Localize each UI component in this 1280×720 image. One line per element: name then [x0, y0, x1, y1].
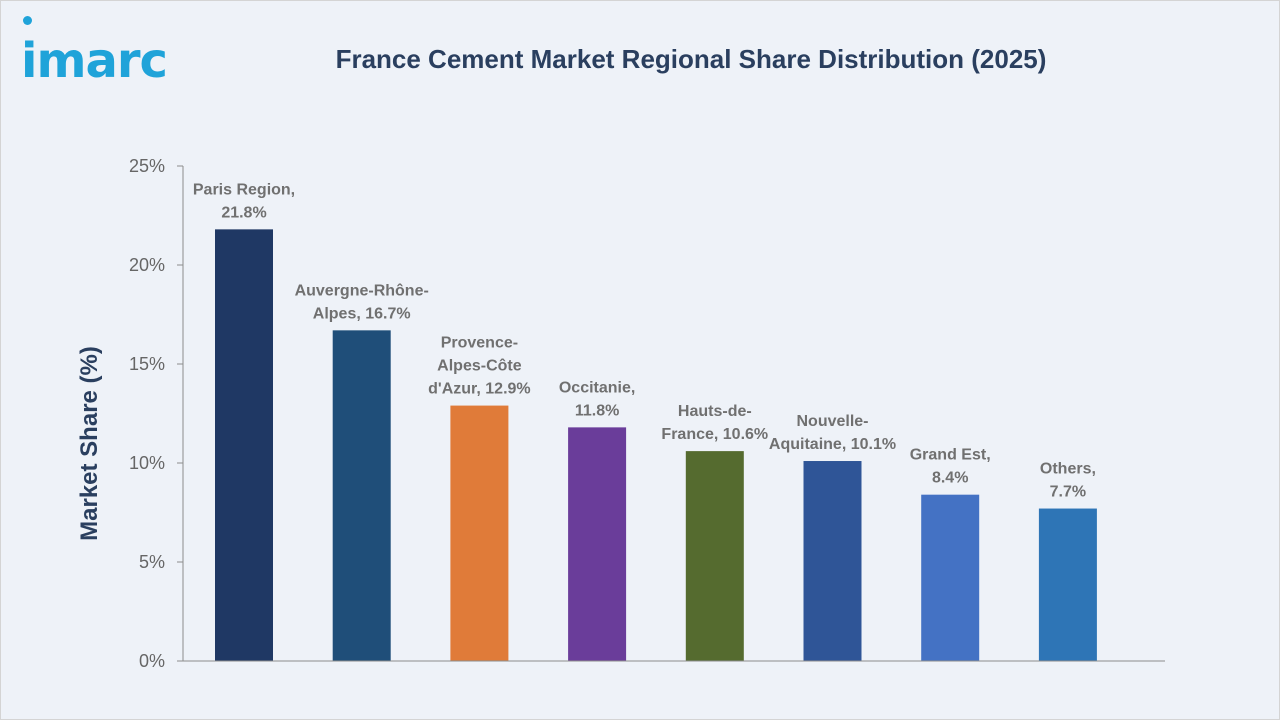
y-tick-label: 10% — [129, 453, 165, 473]
y-tick-label: 0% — [139, 651, 165, 671]
bar-3 — [450, 405, 509, 661]
y-axis-title: Market Share (%) — [76, 346, 103, 541]
y-tick-label: 20% — [129, 255, 165, 275]
y-tick-label: 25% — [129, 156, 165, 176]
data-label-6: Nouvelle-Aquitaine, 10.1% — [769, 413, 896, 453]
bar-5 — [685, 451, 744, 661]
bar-1 — [215, 229, 273, 662]
logo-dot — [23, 16, 32, 25]
bar-8 — [1038, 508, 1097, 661]
data-label-4: Occitanie, 11.8% — [559, 379, 635, 419]
data-label-8: Others, 7.7% — [1040, 461, 1096, 501]
data-label-5: Hauts-de-France, 10.6% — [661, 403, 768, 443]
chart-title: France Cement Market Regional Share Dist… — [335, 44, 1047, 74]
data-label-7: Grand Est, 8.4% — [910, 447, 991, 487]
data-label-2: Auvergne-Rhône-Alpes, 16.7% — [295, 282, 429, 322]
data-label-1: Paris Region, 21.8% — [193, 181, 295, 221]
bar-7 — [921, 494, 980, 661]
y-tick-label: 5% — [139, 552, 165, 572]
imarc-logo: imarc — [21, 33, 168, 89]
bar-2 — [332, 330, 391, 661]
bar-4 — [568, 427, 627, 661]
data-label-3: Provence-Alpes-Côte d'Azur, 12.9% — [428, 335, 531, 398]
bar-6 — [803, 461, 862, 661]
y-tick-label: 15% — [129, 354, 165, 374]
